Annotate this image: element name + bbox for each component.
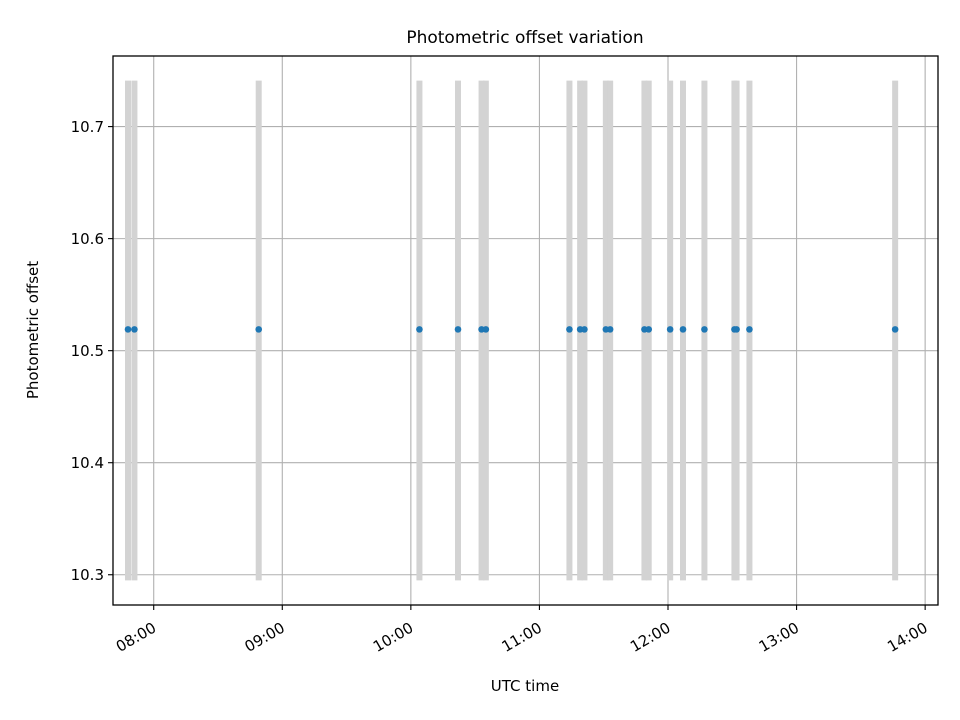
plot-frame xyxy=(112,55,939,606)
grid-lines xyxy=(113,56,938,605)
y-tick-label: 10.7 xyxy=(71,118,104,136)
y-axis-label: Photometric offset xyxy=(24,261,42,399)
y-tick-label: 10.5 xyxy=(71,342,104,360)
data-point xyxy=(131,326,138,333)
data-point xyxy=(645,326,653,333)
data-point xyxy=(124,326,132,333)
data-point xyxy=(701,326,708,333)
y-tick-label: 10.4 xyxy=(71,454,104,472)
chart-title: Photometric offset variation xyxy=(406,28,643,48)
data-point xyxy=(746,326,753,333)
data-point xyxy=(891,326,899,333)
data-points xyxy=(124,326,899,333)
y-tick-label: 10.6 xyxy=(71,230,104,248)
data-point xyxy=(666,326,674,333)
data-point xyxy=(733,326,740,333)
data-point xyxy=(482,326,490,333)
data-point xyxy=(255,326,263,333)
data-point xyxy=(581,326,588,333)
data-point xyxy=(416,326,423,333)
data-point xyxy=(606,326,614,333)
data-point xyxy=(566,326,573,333)
x-axis-label: UTC time xyxy=(491,677,559,695)
data-point xyxy=(679,326,687,333)
data-point xyxy=(454,326,462,333)
y-tick-label: 10.3 xyxy=(71,566,104,584)
y-axis-ticks: 10.3 10.4 10.5 10.6 10.7 xyxy=(71,118,113,584)
